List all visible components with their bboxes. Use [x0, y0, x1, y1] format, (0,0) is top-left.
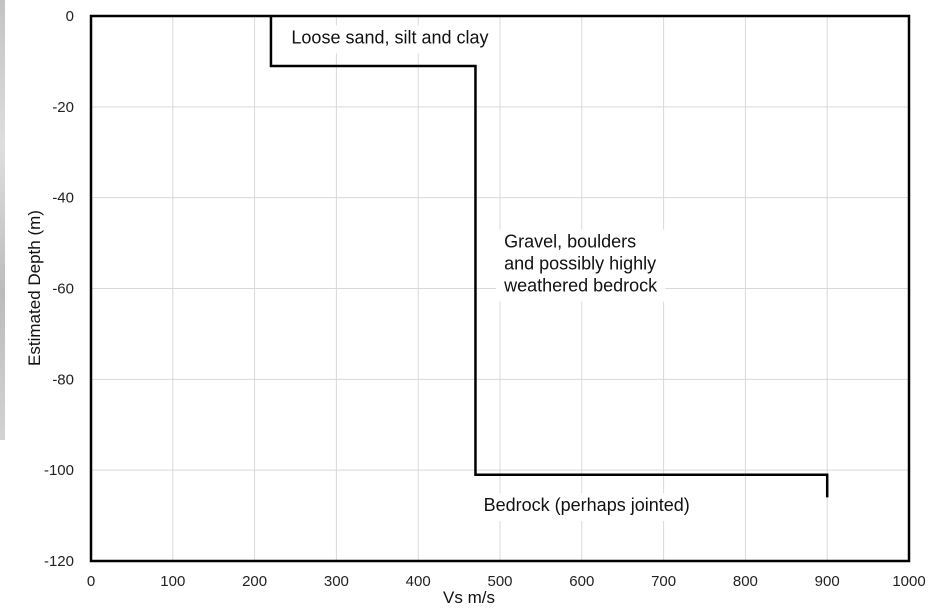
x-tick-label: 200 [242, 573, 267, 590]
y-tick-label: -60 [52, 281, 74, 298]
annotation-text: Bedrock (perhaps jointed) [484, 495, 690, 515]
x-tick-label: 700 [651, 573, 676, 590]
x-tick-label: 1000 [892, 573, 925, 590]
y-tick-label: -40 [52, 190, 74, 207]
y-tick-label: -120 [44, 553, 74, 570]
x-tick-label: 800 [733, 573, 758, 590]
plot-frame [89, 14, 911, 563]
tick-layer: 0 100 200 300 400 500 600 700 800 900 1000 0 -20 -40 -… [44, 8, 926, 590]
x-tick-label: 900 [815, 573, 840, 590]
y-tick-label: 0 [66, 8, 74, 25]
annotation-layer: Loose sand, silt and clay Gravel, boulder… [283, 25, 698, 522]
y-tick-label: -80 [52, 371, 74, 388]
y-axis-label: Estimated Depth (m) [25, 210, 44, 366]
x-tick-label: 300 [324, 573, 349, 590]
x-tick-label: 600 [569, 573, 594, 590]
annotation-text: Loose sand, silt and clay [291, 27, 488, 47]
velocity-profile-line [269, 16, 829, 498]
x-tick-label: 500 [487, 573, 512, 590]
series-layer [269, 16, 829, 498]
y-tick-label: -100 [44, 462, 74, 479]
annotation-text: Gravel, boulders [504, 232, 636, 252]
layer-annotation: Loose sand, silt and clay [283, 25, 497, 54]
grid-layer [91, 16, 909, 561]
x-tick-label: 100 [160, 573, 185, 590]
x-axis-label: Vs m/s [443, 588, 495, 607]
y-tick-label: -20 [52, 99, 74, 116]
annotation-text: weathered bedrock [503, 276, 658, 296]
annotation-background [283, 25, 497, 54]
layer-annotation: Bedrock (perhaps jointed) [475, 493, 698, 522]
annotation-background [496, 229, 666, 302]
image-edge-strip [0, 0, 5, 440]
annotation-background [475, 493, 698, 522]
x-tick-label: 0 [87, 573, 95, 590]
annotation-text: and possibly highly [504, 254, 656, 274]
x-tick-label: 400 [406, 573, 431, 590]
